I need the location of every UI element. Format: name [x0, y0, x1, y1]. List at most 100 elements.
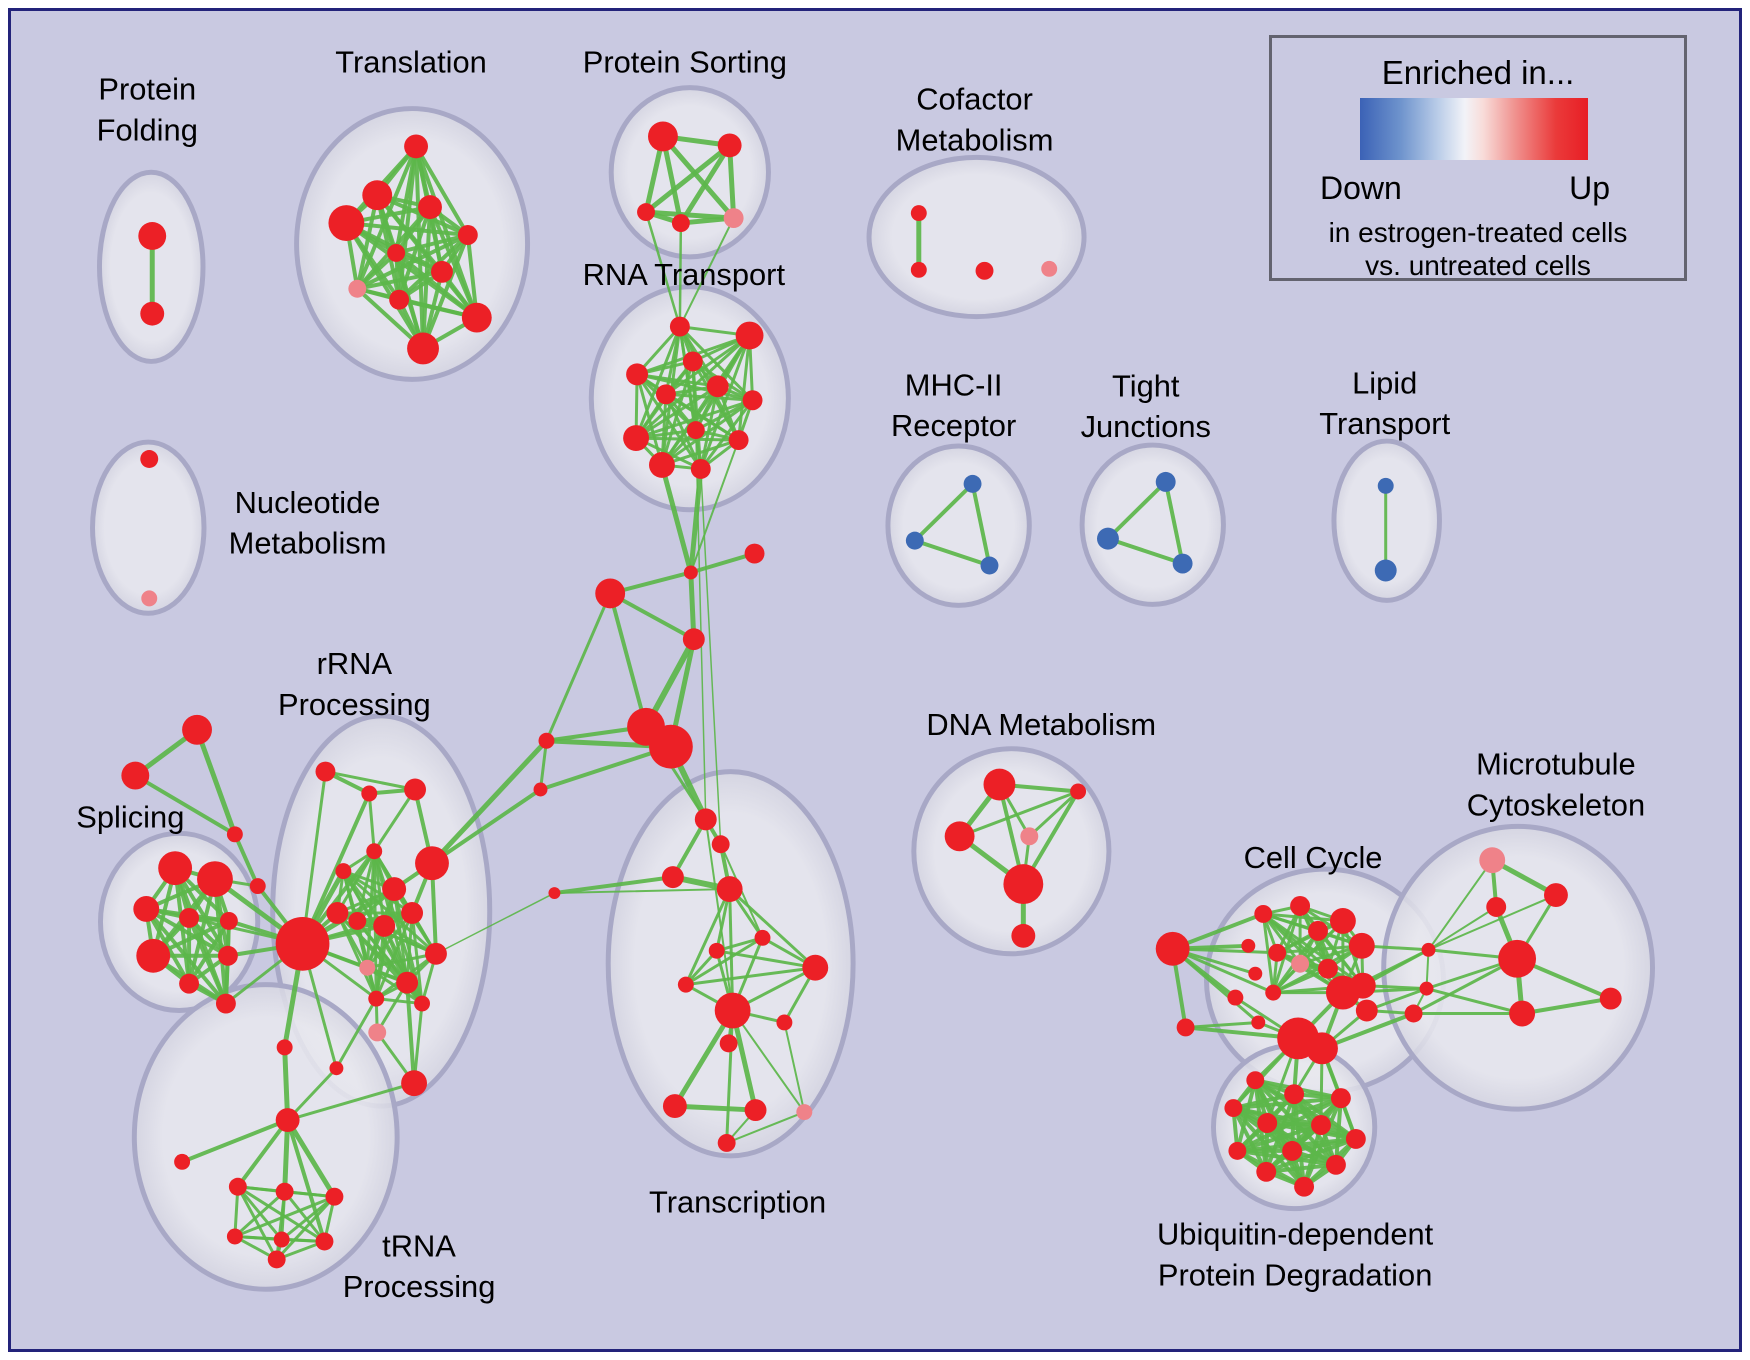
node-m1[interactable]: [963, 474, 982, 493]
node-t6[interactable]: [387, 243, 406, 262]
node-tr13[interactable]: [744, 1099, 767, 1122]
node-tj3[interactable]: [1172, 553, 1193, 574]
node-t9[interactable]: [389, 289, 410, 310]
node-mt1[interactable]: [1479, 847, 1506, 874]
node-c16[interactable]: [1251, 1015, 1266, 1030]
node-tc1[interactable]: [228, 1177, 247, 1196]
node-t2[interactable]: [362, 180, 393, 211]
node-u10[interactable]: [1325, 1154, 1346, 1175]
node-md7[interactable]: [538, 732, 555, 749]
node-cf3[interactable]: [975, 261, 994, 280]
node-x1[interactable]: [182, 714, 212, 745]
node-c2[interactable]: [1290, 896, 1311, 916]
node-d4[interactable]: [1020, 827, 1039, 846]
node-tr1[interactable]: [694, 808, 717, 831]
node-u3[interactable]: [1330, 1088, 1351, 1109]
node-u6[interactable]: [1311, 1115, 1331, 1135]
node-u9[interactable]: [1282, 1140, 1303, 1161]
node-md2[interactable]: [744, 543, 765, 564]
node-d1[interactable]: [983, 768, 1016, 801]
node-c10[interactable]: [1248, 966, 1263, 981]
node-c19[interactable]: [1176, 1018, 1195, 1037]
node-d3[interactable]: [944, 821, 975, 852]
node-c9[interactable]: [1318, 958, 1338, 979]
node-d2[interactable]: [1070, 783, 1087, 800]
node-lp2[interactable]: [1374, 559, 1397, 582]
node-u7[interactable]: [1345, 1128, 1366, 1149]
node-rr13[interactable]: [425, 942, 447, 965]
node-tr2[interactable]: [711, 835, 730, 854]
node-rr5[interactable]: [415, 846, 449, 881]
node-tr15[interactable]: [717, 1133, 736, 1152]
node-md4[interactable]: [682, 628, 705, 651]
node-rr4[interactable]: [366, 843, 383, 860]
node-t10[interactable]: [461, 302, 492, 333]
node-c7[interactable]: [1268, 943, 1287, 962]
node-u2[interactable]: [1284, 1084, 1305, 1105]
node-t4[interactable]: [328, 205, 365, 241]
node-s6[interactable]: [136, 938, 171, 973]
node-tr9[interactable]: [714, 992, 751, 1029]
node-tr7[interactable]: [802, 954, 829, 981]
node-rr17[interactable]: [401, 1070, 428, 1097]
node-r7[interactable]: [742, 390, 763, 411]
node-md6[interactable]: [649, 724, 693, 769]
node-ps5[interactable]: [723, 208, 744, 229]
node-m3[interactable]: [980, 556, 999, 575]
node-mt7[interactable]: [1599, 987, 1622, 1010]
node-c1[interactable]: [1254, 904, 1273, 923]
node-c5[interactable]: [1348, 932, 1375, 959]
node-m2[interactable]: [905, 531, 924, 550]
node-r2[interactable]: [735, 321, 764, 350]
node-tr6[interactable]: [708, 942, 725, 959]
node-x4[interactable]: [249, 878, 266, 895]
node-t7[interactable]: [430, 260, 453, 283]
node-u1[interactable]: [1246, 1071, 1265, 1090]
node-nm2[interactable]: [141, 590, 158, 607]
node-tj1[interactable]: [1155, 471, 1176, 492]
node-s8[interactable]: [179, 973, 200, 994]
node-u4[interactable]: [1224, 1099, 1243, 1118]
node-c8[interactable]: [1291, 954, 1310, 973]
node-tr3[interactable]: [661, 866, 684, 889]
node-ps3[interactable]: [637, 203, 655, 222]
node-r3[interactable]: [682, 351, 703, 372]
node-s5[interactable]: [219, 911, 238, 930]
node-rr16[interactable]: [414, 995, 430, 1012]
node-u12[interactable]: [1294, 1176, 1315, 1197]
node-tn1[interactable]: [174, 1153, 191, 1170]
node-d5[interactable]: [1003, 864, 1044, 904]
node-tr8[interactable]: [677, 976, 694, 993]
node-rr6[interactable]: [335, 863, 352, 880]
node-rr19[interactable]: [329, 1061, 344, 1076]
node-cL[interactable]: [1155, 931, 1190, 966]
node-tr12[interactable]: [662, 1094, 687, 1119]
node-rr11[interactable]: [401, 902, 424, 924]
node-tc2[interactable]: [275, 1182, 294, 1201]
node-r11[interactable]: [649, 452, 675, 478]
node-t1[interactable]: [404, 134, 429, 159]
node-j2[interactable]: [1419, 981, 1434, 996]
node-ps1[interactable]: [648, 121, 678, 152]
node-jm[interactable]: [1404, 1004, 1423, 1023]
node-s4[interactable]: [179, 907, 200, 928]
node-r10[interactable]: [728, 430, 749, 451]
node-rr1[interactable]: [315, 761, 336, 782]
node-mt6[interactable]: [1509, 1000, 1536, 1027]
node-c4[interactable]: [1308, 920, 1328, 941]
node-u5[interactable]: [1257, 1113, 1278, 1133]
node-tc3[interactable]: [325, 1187, 344, 1206]
node-tj2[interactable]: [1097, 527, 1119, 550]
node-rr12[interactable]: [359, 959, 376, 976]
node-rr9[interactable]: [348, 911, 367, 930]
node-pf1[interactable]: [138, 222, 167, 250]
node-mt4[interactable]: [1498, 939, 1537, 978]
node-r8[interactable]: [686, 421, 705, 440]
node-tr4[interactable]: [716, 876, 743, 903]
node-rr15[interactable]: [368, 990, 385, 1007]
node-r6[interactable]: [706, 375, 729, 398]
node-s7[interactable]: [217, 945, 238, 966]
node-th[interactable]: [275, 1108, 300, 1132]
node-rr8[interactable]: [326, 902, 349, 924]
node-t5[interactable]: [457, 225, 478, 245]
